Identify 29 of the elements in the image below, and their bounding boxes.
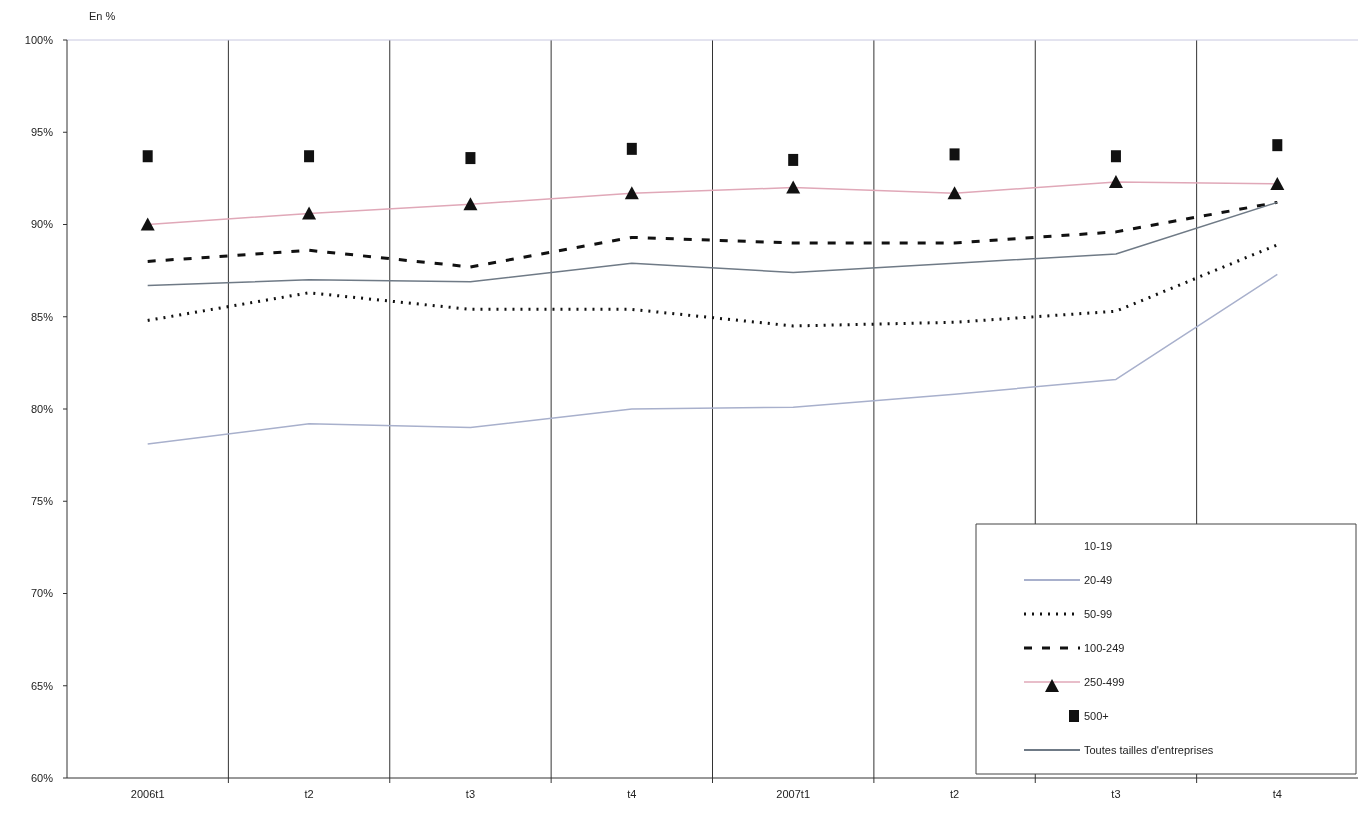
x-tick-label: t3 (465, 788, 476, 800)
y-tick-label: 100% (24, 33, 54, 46)
x-tick-label: t4 (1272, 788, 1282, 800)
y-tick-label: 60% (30, 771, 54, 784)
x-tick-label: t2 (304, 788, 314, 800)
x-tick-label: 2007t1 (776, 788, 811, 800)
x-tick-label: 2006t1 (130, 788, 165, 800)
text: 10-19 (1084, 539, 1113, 552)
legend-label: 20-49 (1084, 573, 1113, 586)
line-series (146, 273, 1279, 445)
y-tick-label: 90% (30, 218, 54, 231)
y-axis-title: En % (89, 10, 116, 22)
legend-label: Toutes tailles d'entreprises (1084, 743, 1214, 756)
y-tick-label: 80% (30, 402, 54, 415)
legend-label: 100-249 (1084, 641, 1125, 654)
y-tick-label: 65% (30, 679, 54, 692)
x-tick-label: t2 (949, 788, 960, 800)
y-tick-label: 70% (30, 587, 54, 600)
legend-label: 250-499 (1084, 675, 1125, 688)
line-series (146, 243, 1279, 328)
legend-label: 50-99 (1084, 607, 1113, 620)
y-tick-label: 75% (30, 495, 54, 508)
legend-label: 500+ (1084, 709, 1109, 722)
y-tick-label: 85% (30, 310, 54, 323)
line-series (146, 201, 1279, 287)
line-series (146, 200, 1279, 269)
y-tick-label: 95% (30, 126, 54, 139)
x-tick-label: t4 (627, 788, 637, 800)
x-tick-label: t3 (1111, 788, 1121, 800)
